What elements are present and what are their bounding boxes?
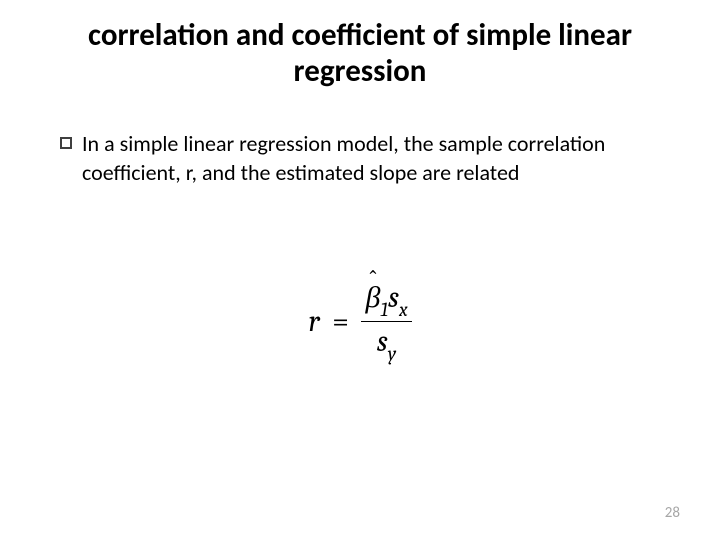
fraction: ˆ β 1sx sy (361, 280, 411, 363)
numerator: ˆ β 1sx (361, 280, 411, 319)
formula-lhs: r (308, 304, 325, 339)
fraction-bar (361, 321, 411, 322)
square-bullet-icon (60, 137, 72, 149)
bullet-line-2: coefficient, r, and the estimated slope … (82, 159, 519, 186)
slide: correlation and coefficient of simple li… (0, 0, 720, 540)
numerator-s: s (388, 280, 399, 315)
title-line-1: correlation and coefficient of simple li… (88, 16, 632, 54)
denominator-s: s (377, 324, 388, 359)
formula: r = ˆ β 1sx sy (0, 280, 720, 363)
beta-hat: ˆ β (365, 280, 380, 315)
denominator: sy (361, 324, 411, 363)
title-line-2: regression (294, 52, 427, 90)
slide-title: correlation and coefficient of simple li… (30, 18, 690, 89)
equals-sign: = (332, 304, 355, 339)
numerator-s-sub: x (399, 298, 408, 321)
bullet-text: In a simple linear regression model, the… (82, 130, 605, 187)
body-text-block: In a simple linear regression model, the… (60, 130, 720, 187)
page-number: 28 (665, 504, 680, 522)
hat-symbol: ˆ (370, 265, 377, 296)
denominator-s-sub: y (388, 342, 396, 365)
equation: r = ˆ β 1sx sy (308, 280, 411, 363)
bullet-item: In a simple linear regression model, the… (60, 130, 720, 187)
bullet-line-1: In a simple linear regression model, the… (82, 130, 605, 157)
beta-subscript: 1 (380, 298, 388, 321)
